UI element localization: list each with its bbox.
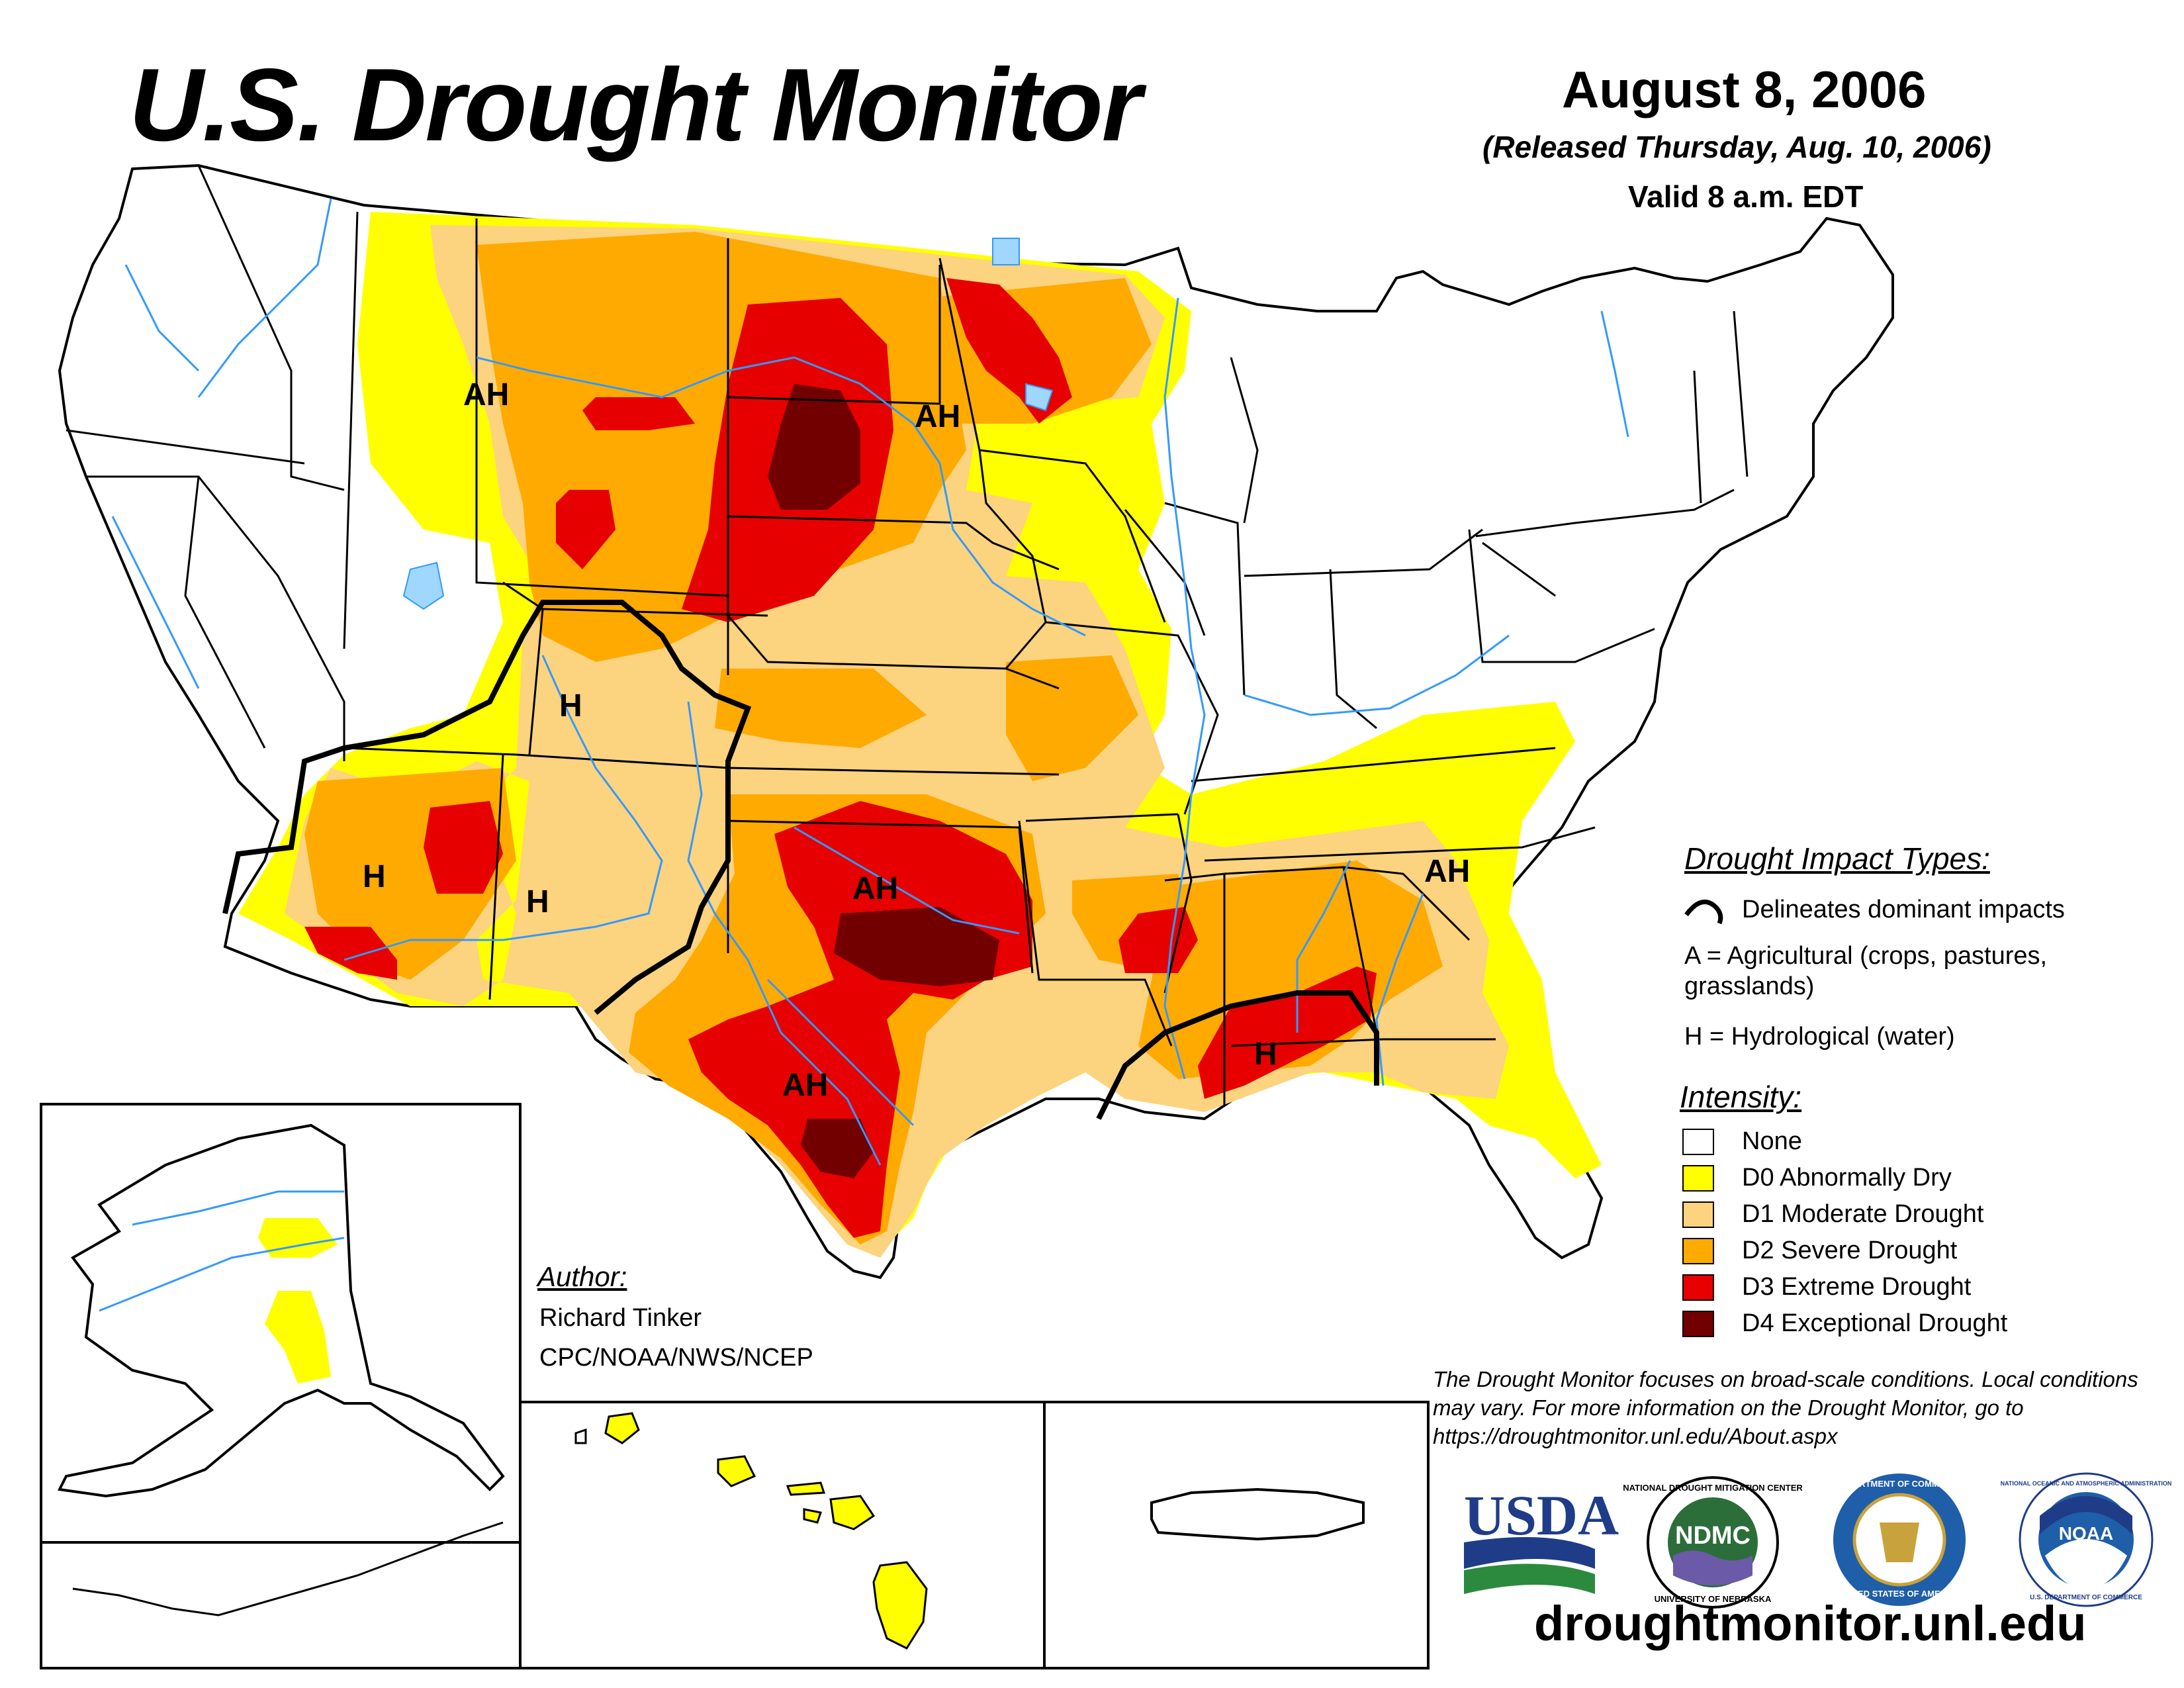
commerce-logo: DEPARTMENT OF COMMERCE UNITED STATES OF … (1833, 1474, 1966, 1606)
intensity-label: D1 Moderate Drought (1742, 1200, 1984, 1228)
impact-boundaries (222, 600, 1379, 1120)
ndmc-logo: NDMC NATIONAL DROUGHT MITIGATION CENTER … (1623, 1476, 1803, 1609)
noaa-logo: NOAA NATIONAL OCEANIC AND ATMOSPHERIC AD… (2001, 1472, 2172, 1607)
intensity-heading: Intensity: (1680, 1080, 1802, 1114)
inset-frames (40, 1103, 1430, 1669)
intensity-label: D0 Abnormally Dry (1742, 1164, 1952, 1192)
intensity-label: None (1742, 1127, 1802, 1155)
map-label: H (526, 884, 549, 919)
map-label: H (363, 859, 386, 894)
svg-text:NATIONAL OCEANIC AND ATMOSPHER: NATIONAL OCEANIC AND ATMOSPHERIC ADMINIS… (2001, 1480, 2172, 1487)
intensity-swatch (1682, 1274, 1714, 1301)
map-date: August 8, 2006 (1562, 60, 1927, 118)
map-label: H (559, 688, 582, 724)
svg-text:UNITED STATES OF AMERICA: UNITED STATES OF AMERICA (1838, 1589, 1962, 1599)
svg-text:NDMC: NDMC (1675, 1522, 1751, 1550)
alaska-inset (57, 1123, 505, 1617)
impact-hydrological-text: H = Hydrological (water) (1684, 1023, 1955, 1051)
impact-boundary-symbol (1684, 899, 1723, 925)
impact-delineates-text: Delineates dominant impacts (1742, 896, 2065, 923)
map-label: AH (1424, 854, 1470, 889)
hawaii-inset (574, 1412, 928, 1650)
svg-text:DEPARTMENT OF COMMERCE: DEPARTMENT OF COMMERCE (1836, 1479, 1963, 1489)
impact-types-heading: Drought Impact Types: (1684, 841, 1990, 876)
release-date: (Released Thursday, Aug. 10, 2006) (1482, 130, 1991, 164)
intensity-swatch (1682, 1129, 1714, 1155)
author-heading: Author: (537, 1261, 627, 1292)
valid-time: Valid 8 a.m. EDT (1628, 179, 1864, 214)
svg-text:U.S. DEPARTMENT OF COMMERCE: U.S. DEPARTMENT OF COMMERCE (2030, 1594, 2142, 1601)
author-org: CPC/NOAA/NWS/NCEP (539, 1344, 813, 1372)
intensity-swatch (1682, 1165, 1714, 1192)
lakes (402, 238, 1054, 610)
map-label: AH (852, 871, 898, 906)
impact-agricultural-text-cont: grasslands) (1684, 972, 1815, 1000)
website-link[interactable]: droughtmonitor.unl.edu (1534, 1596, 2087, 1651)
intensity-label: D2 Severe Drought (1742, 1237, 1958, 1264)
map-label: AH (782, 1068, 828, 1103)
rivers (111, 198, 1629, 1166)
page-title: U.S. Drought Monitor (129, 48, 1142, 163)
svg-text:NATIONAL DROUGHT MITIGATION CE: NATIONAL DROUGHT MITIGATION CENTER (1623, 1483, 1803, 1493)
intensity-swatch (1682, 1201, 1714, 1228)
svg-text:USDA: USDA (1464, 1483, 1619, 1547)
impact-labels: AH AH H H H AH AH AH H (363, 377, 1470, 1103)
state-boundaries (66, 165, 1749, 1105)
intensity-swatch (1682, 1311, 1714, 1337)
author-name: Richard Tinker (539, 1304, 702, 1332)
usda-logo: USDA (1464, 1483, 1619, 1594)
intensity-swatch (1682, 1238, 1714, 1264)
d4-areas (768, 384, 999, 1178)
map-label: H (1254, 1037, 1277, 1072)
svg-text:NOAA: NOAA (2059, 1523, 2113, 1544)
puerto-rico-inset (1150, 1487, 1365, 1541)
intensity-label: D3 Extreme Drought (1742, 1273, 1972, 1301)
intensity-label: D4 Exceptional Drought (1742, 1309, 2008, 1337)
svg-text:UNIVERSITY OF NEBRASKA: UNIVERSITY OF NEBRASKA (1655, 1594, 1772, 1604)
map-label: AH (915, 399, 960, 434)
disclaimer-text: The Drought Monitor focuses on broad-sca… (1433, 1367, 2138, 1448)
map-label: AH (463, 377, 509, 412)
impact-agricultural-text: A = Agricultural (crops, pastures, (1684, 942, 2048, 970)
